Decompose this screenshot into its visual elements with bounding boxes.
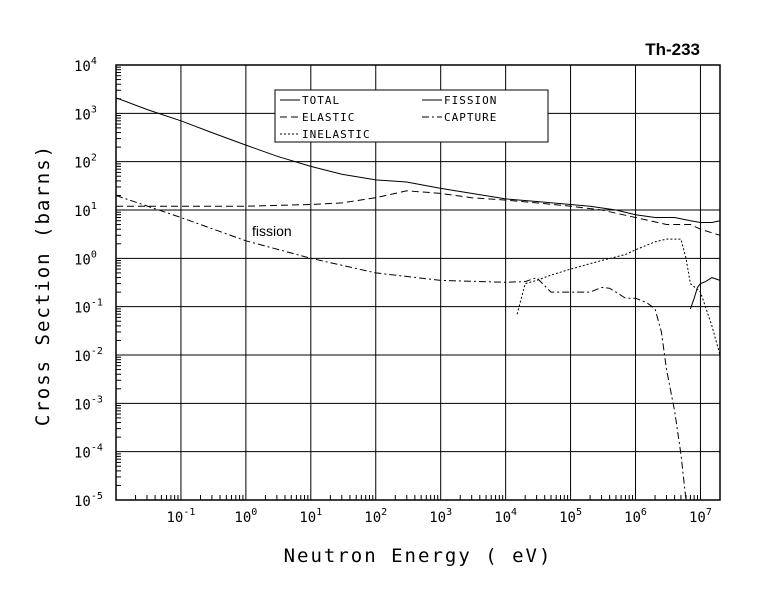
series-inelastic — [516, 238, 721, 356]
y-tick-label: 10-1 — [74, 298, 103, 317]
y-tick-label: 10-3 — [74, 394, 103, 413]
x-tick-label: 10-1 — [166, 507, 195, 526]
y-tick-label: 10-5 — [74, 491, 103, 510]
series-capture — [115, 195, 687, 501]
y-tick-label: 10-2 — [74, 346, 103, 365]
series-lines — [115, 97, 721, 501]
y-tick-label: 104 — [74, 56, 97, 75]
x-tick-label: 100 — [234, 507, 257, 526]
y-tick-label: 102 — [74, 153, 97, 172]
legend-inelastic-label: INELASTIC — [302, 128, 371, 141]
y-tick-label: 101 — [74, 201, 97, 220]
x-tick-labels: 10-1 100 101 102 103 104 105 106 107 — [166, 507, 711, 526]
legend-total-label: TOTAL — [302, 94, 340, 107]
legend-box — [274, 89, 549, 143]
x-tick-label: 104 — [494, 507, 517, 526]
series-elastic — [116, 190, 721, 236]
legend-elastic-label: ELASTIC — [302, 111, 355, 124]
legend-fission-label: FISSION — [444, 94, 497, 107]
x-tick-label: 103 — [429, 507, 452, 526]
x-tick-label: 101 — [299, 507, 322, 526]
legend-capture-label: CAPTURE — [444, 111, 497, 124]
series-fission — [689, 277, 721, 310]
y-tick-label: 10-4 — [74, 443, 103, 462]
legend: TOTAL ELASTIC INELASTIC FISSION CAPTURE — [274, 89, 549, 143]
x-tick-label: 107 — [689, 507, 712, 526]
fission-annotation: fission — [252, 223, 292, 239]
y-axis-label: Cross Section (barns) — [32, 144, 54, 426]
chart-title: Th-233 — [645, 40, 700, 59]
x-axis-label: Neutron Energy ( eV) — [284, 545, 553, 567]
y-tick-labels: 10-5 10-4 10-3 10-2 10-1 100 101 102 103 104 — [74, 56, 103, 510]
x-tick-label: 106 — [624, 507, 647, 526]
y-tick-label: 103 — [74, 104, 97, 123]
y-tick-label: 100 — [74, 249, 97, 268]
x-tick-label: 102 — [364, 507, 387, 526]
x-tick-label: 105 — [559, 507, 582, 526]
series-total — [115, 97, 721, 223]
plot-frame — [115, 64, 721, 501]
